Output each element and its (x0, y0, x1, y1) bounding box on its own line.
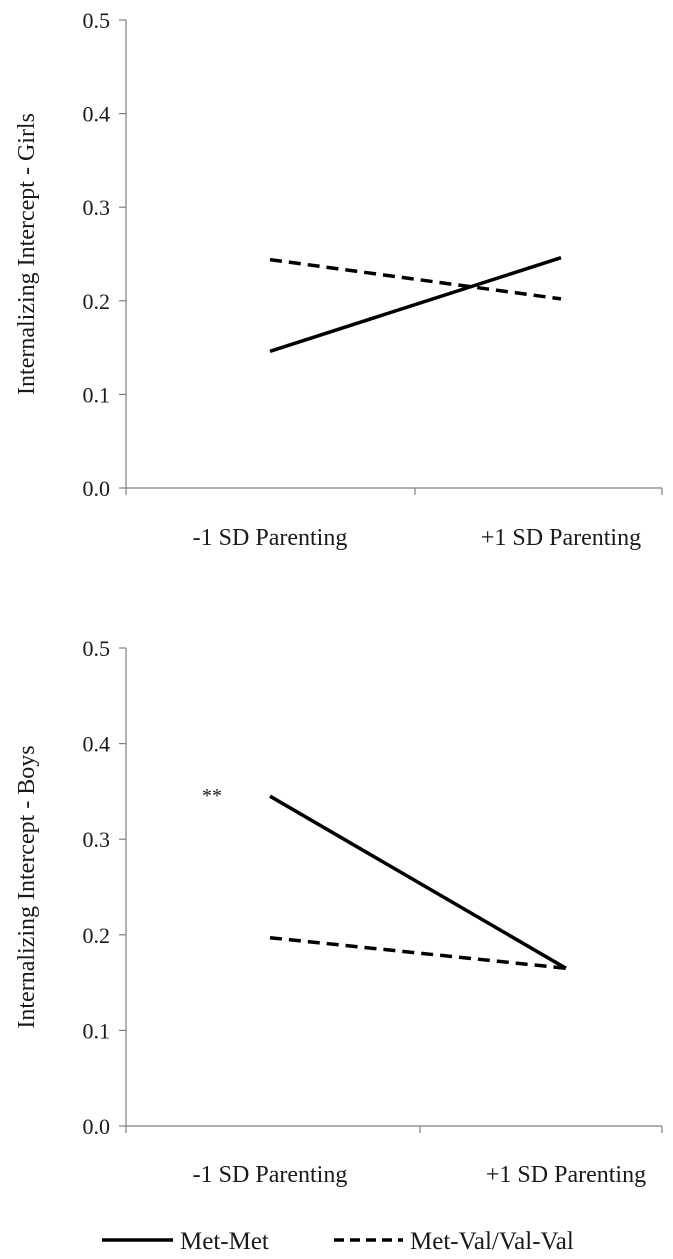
legend-label: Met-Val/Val-Val (410, 1228, 574, 1255)
y-axis-title: Internalizing Intercept - Boys (14, 745, 40, 1028)
y-tick-label: 0.0 (83, 1114, 111, 1139)
legend-label: Met-Met (180, 1228, 269, 1255)
y-tick-label: 0.1 (83, 1018, 111, 1043)
series-line-met-val-val-val (269, 935, 567, 971)
x-category-label: -1 SD Parenting (193, 525, 348, 551)
series-line-met-met (269, 794, 567, 970)
y-tick-label: 0.2 (83, 289, 111, 314)
girls-panel: 0.0 0.1 0.2 0.3 0.4 0.5 -1 SD Parenting +1 SD P… (14, 8, 663, 551)
x-category-label: +1 SD Parenting (481, 525, 641, 551)
y-tick-label: 0.5 (83, 636, 111, 661)
x-category-label: -1 SD Parenting (193, 1162, 348, 1188)
y-tick-label: 0.4 (83, 102, 111, 127)
y-tick-label: 0.0 (83, 476, 111, 501)
y-tick-label: 0.4 (83, 732, 111, 757)
significance-annotation: ** (202, 785, 222, 807)
series-line-met-val-val-val (269, 257, 562, 301)
y-tick-label: 0.3 (83, 195, 111, 220)
legend: Met-Met Met-Val/Val-Val (102, 1228, 574, 1255)
y-axis-title: Internalizing Intercept - Girls (14, 113, 40, 395)
x-category-label: +1 SD Parenting (486, 1162, 646, 1188)
y-tick-label: 0.5 (83, 8, 111, 33)
y-tick-label: 0.1 (83, 382, 111, 407)
y-tick-label: 0.3 (83, 827, 111, 852)
series-line-met-met (269, 256, 562, 353)
boys-panel: 0.0 0.1 0.2 0.3 0.4 0.5 -1 SD Parenting +1 SD P… (14, 636, 663, 1188)
y-tick-label: 0.2 (83, 923, 111, 948)
